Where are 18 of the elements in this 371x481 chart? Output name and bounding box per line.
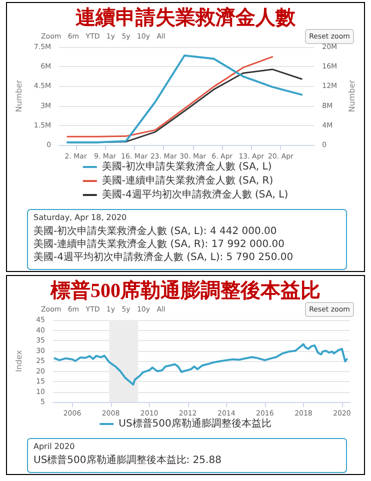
line-series bbox=[66, 54, 303, 144]
text: 美國-4週平均初次申請救濟金人數 (SA, L): 5 790 250.00 bbox=[34, 251, 294, 263]
legend-label: 美國-連續申請失業救濟金人數 (SA, R) bbox=[102, 174, 274, 186]
text: 美國-連續申請失業救濟金人數 (SA, R): 17 992 000.00 bbox=[34, 238, 284, 250]
chart-title: 標普500席勒通膨調整後本益比 bbox=[50, 279, 320, 302]
legend-label: 美國-4週平均初次申請救濟金人數 (SA, L) bbox=[102, 188, 288, 200]
y2-axis-title: Number bbox=[348, 79, 356, 112]
y-axis-title: Number bbox=[14, 79, 24, 112]
text: 美國-初次申請失業救濟金人數 (SA, L): 4 442 000.00 bbox=[34, 225, 277, 237]
text: US標普500席勒通膨調整後本益比: 25.88 bbox=[34, 454, 222, 466]
chart-title: 連續申請失業救濟金人數 bbox=[76, 6, 296, 29]
line-series bbox=[54, 343, 348, 386]
text: April 2020 bbox=[34, 442, 75, 451]
y-axis-title: Index bbox=[14, 350, 24, 372]
text: Saturday, Apr 18, 2020 bbox=[34, 213, 127, 222]
line-series bbox=[66, 56, 274, 138]
legend-label: 美國-初次申請失業救濟金人數 (SA, L) bbox=[102, 160, 272, 172]
legend-label: US標普500席勒通膨調整後本益比 bbox=[118, 418, 272, 430]
